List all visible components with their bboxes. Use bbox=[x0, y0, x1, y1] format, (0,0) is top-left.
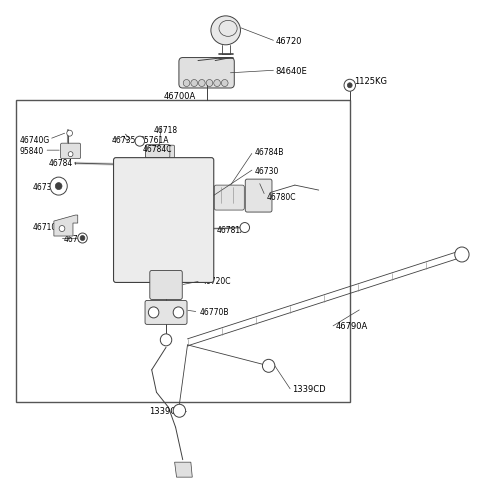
Text: 84640E: 84640E bbox=[276, 67, 308, 76]
Text: 1339CD: 1339CD bbox=[149, 406, 183, 415]
Circle shape bbox=[175, 406, 184, 416]
Circle shape bbox=[148, 307, 159, 318]
Circle shape bbox=[137, 139, 143, 145]
Polygon shape bbox=[54, 215, 78, 236]
Bar bbox=[16, 101, 350, 402]
Circle shape bbox=[348, 84, 352, 89]
Circle shape bbox=[78, 233, 87, 243]
Text: 46735: 46735 bbox=[111, 135, 135, 144]
Text: 46720C: 46720C bbox=[202, 277, 231, 286]
Ellipse shape bbox=[199, 80, 205, 87]
FancyBboxPatch shape bbox=[145, 146, 175, 160]
Text: 46784B: 46784B bbox=[254, 147, 284, 156]
Text: 1125KG: 1125KG bbox=[355, 77, 387, 86]
Circle shape bbox=[50, 178, 67, 196]
Text: 46770B: 46770B bbox=[199, 308, 229, 317]
Circle shape bbox=[456, 249, 468, 261]
Ellipse shape bbox=[221, 80, 228, 87]
Text: 46730: 46730 bbox=[254, 166, 279, 175]
Text: 46784C: 46784C bbox=[142, 144, 172, 153]
FancyBboxPatch shape bbox=[145, 301, 187, 325]
Circle shape bbox=[55, 183, 62, 190]
Text: 46720: 46720 bbox=[276, 37, 302, 46]
Ellipse shape bbox=[214, 80, 220, 87]
Circle shape bbox=[135, 137, 144, 147]
Ellipse shape bbox=[191, 80, 198, 87]
Circle shape bbox=[240, 223, 250, 233]
Polygon shape bbox=[175, 462, 192, 477]
Text: 46740G: 46740G bbox=[20, 135, 50, 144]
Circle shape bbox=[264, 361, 274, 371]
Circle shape bbox=[68, 152, 73, 157]
FancyBboxPatch shape bbox=[179, 59, 234, 89]
Ellipse shape bbox=[211, 17, 240, 46]
Circle shape bbox=[173, 307, 184, 318]
Text: 46790A: 46790A bbox=[336, 322, 368, 331]
Ellipse shape bbox=[206, 80, 213, 87]
Circle shape bbox=[241, 224, 248, 231]
Circle shape bbox=[173, 404, 186, 417]
FancyBboxPatch shape bbox=[214, 186, 244, 210]
Circle shape bbox=[80, 236, 85, 241]
FancyBboxPatch shape bbox=[245, 180, 272, 212]
Text: 46718: 46718 bbox=[154, 125, 178, 134]
FancyBboxPatch shape bbox=[60, 144, 81, 159]
Text: 46784: 46784 bbox=[49, 158, 73, 167]
Circle shape bbox=[344, 80, 356, 92]
FancyBboxPatch shape bbox=[150, 271, 182, 300]
Text: 1339CD: 1339CD bbox=[292, 384, 326, 393]
Text: 46781A: 46781A bbox=[216, 225, 245, 234]
Text: 46780C: 46780C bbox=[266, 192, 296, 201]
Text: 95761A: 95761A bbox=[140, 135, 169, 144]
Text: 46700A: 46700A bbox=[164, 92, 196, 101]
Circle shape bbox=[175, 309, 182, 316]
Circle shape bbox=[67, 131, 72, 137]
Text: 46783: 46783 bbox=[63, 234, 88, 243]
Text: 46710F: 46710F bbox=[33, 222, 61, 231]
Circle shape bbox=[160, 334, 172, 346]
Circle shape bbox=[263, 360, 275, 373]
Circle shape bbox=[162, 336, 170, 344]
Circle shape bbox=[150, 309, 157, 316]
Text: 46738C: 46738C bbox=[33, 182, 62, 191]
FancyBboxPatch shape bbox=[145, 145, 170, 158]
Circle shape bbox=[59, 226, 65, 232]
Text: 95840: 95840 bbox=[20, 146, 44, 155]
FancyBboxPatch shape bbox=[114, 158, 214, 283]
Ellipse shape bbox=[183, 80, 190, 87]
Circle shape bbox=[455, 247, 469, 263]
